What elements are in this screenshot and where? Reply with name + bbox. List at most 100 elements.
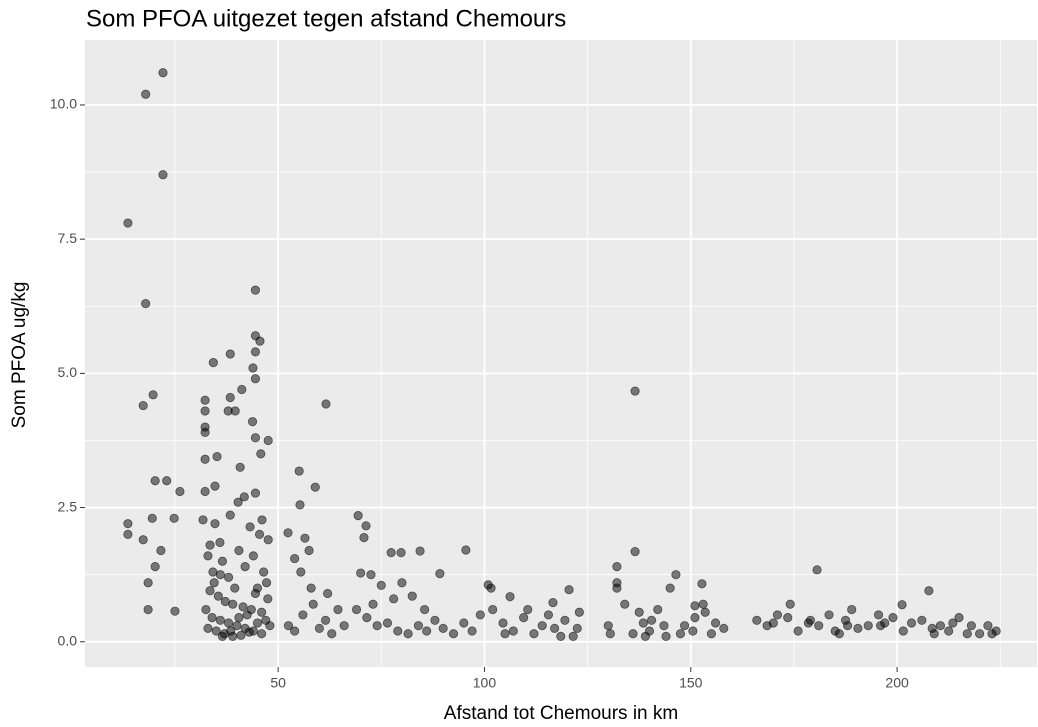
- data-point: [665, 583, 675, 593]
- data-point: [422, 626, 432, 636]
- data-point: [498, 618, 508, 628]
- data-point: [519, 613, 529, 623]
- data-point: [962, 629, 972, 639]
- data-point: [628, 629, 638, 639]
- data-point: [906, 618, 917, 628]
- data-point: [698, 599, 708, 609]
- data-point: [351, 604, 362, 615]
- chart-title: Som PFOA uitgezet tegen afstand Chemours: [86, 5, 566, 32]
- data-point: [236, 630, 246, 640]
- data-point: [805, 615, 816, 625]
- data-point: [697, 579, 707, 589]
- data-point: [150, 562, 160, 572]
- data-point: [944, 626, 954, 636]
- data-point: [205, 540, 215, 550]
- y-tick-label: 10.0: [50, 96, 77, 112]
- data-point: [954, 613, 964, 623]
- data-point: [314, 623, 324, 633]
- data-point: [310, 482, 320, 492]
- data-point: [298, 610, 308, 620]
- y-tick-label: 2.5: [58, 498, 78, 514]
- data-point: [710, 618, 721, 628]
- data-point: [224, 618, 234, 628]
- data-point: [814, 621, 824, 631]
- data-point: [605, 629, 615, 639]
- data-point: [966, 621, 976, 631]
- data-point: [917, 615, 927, 625]
- data-point: [333, 604, 343, 615]
- data-point: [448, 629, 459, 639]
- data-point: [847, 604, 857, 615]
- data-point: [233, 497, 243, 507]
- data-point: [250, 347, 261, 357]
- data-point: [420, 604, 430, 615]
- data-point: [261, 578, 272, 588]
- data-point: [568, 631, 578, 642]
- data-point: [376, 580, 386, 591]
- data-point: [560, 615, 570, 625]
- data-point: [255, 336, 265, 346]
- data-point: [256, 449, 266, 459]
- data-point: [975, 629, 985, 639]
- data-point: [212, 451, 222, 462]
- data-point: [320, 615, 331, 625]
- data-point: [505, 592, 515, 602]
- data-point: [675, 629, 686, 639]
- data-point: [327, 629, 337, 639]
- data-point: [396, 548, 406, 558]
- data-point: [211, 626, 221, 636]
- data-point: [323, 588, 333, 599]
- x-tick-label: 150: [679, 675, 703, 691]
- data-point: [234, 545, 244, 556]
- data-point: [500, 629, 510, 639]
- x-tick-label: 50: [270, 675, 286, 691]
- data-point: [225, 392, 235, 403]
- data-point: [306, 583, 316, 593]
- data-point: [897, 600, 907, 610]
- x-tick-label: 200: [885, 675, 909, 691]
- data-point: [250, 588, 261, 599]
- data-point: [612, 562, 622, 572]
- data-point: [488, 604, 498, 615]
- data-point: [690, 613, 700, 623]
- data-point: [259, 567, 269, 577]
- data-point: [661, 631, 671, 642]
- data-point: [257, 607, 267, 617]
- data-point: [226, 626, 236, 636]
- data-point: [564, 585, 574, 595]
- data-point: [250, 374, 261, 384]
- data-point: [290, 626, 300, 636]
- data-point: [225, 349, 235, 359]
- data-point: [263, 594, 273, 604]
- data-point: [353, 511, 363, 521]
- data-point: [700, 607, 710, 617]
- data-point: [529, 629, 539, 639]
- data-point: [248, 551, 258, 561]
- data-point: [508, 626, 518, 636]
- data-point: [430, 615, 440, 625]
- data-point: [257, 515, 267, 525]
- data-point: [294, 466, 304, 476]
- data-point: [200, 454, 210, 464]
- data-point: [876, 621, 886, 631]
- data-point: [690, 601, 700, 611]
- data-point: [224, 572, 234, 582]
- data-point: [356, 568, 366, 578]
- data-point: [203, 623, 213, 633]
- data-point: [834, 629, 844, 639]
- data-point: [123, 529, 133, 540]
- data-point: [208, 358, 218, 368]
- data-point: [257, 629, 267, 639]
- data-point: [201, 604, 211, 615]
- data-point: [924, 586, 934, 596]
- data-point: [574, 607, 584, 617]
- data-point: [339, 621, 349, 631]
- data-point: [772, 610, 783, 620]
- data-point: [200, 406, 210, 416]
- data-point: [688, 626, 698, 636]
- data-point: [123, 218, 133, 228]
- data-point: [213, 591, 223, 601]
- data-point: [225, 510, 235, 520]
- data-point: [283, 528, 293, 538]
